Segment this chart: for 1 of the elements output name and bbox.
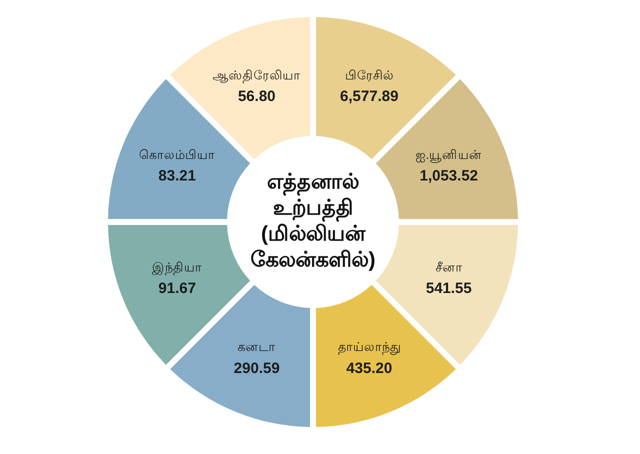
title: எத்தனால் உற்பத்தி (மில்லியன் கேலன்களில்) [250, 170, 376, 272]
